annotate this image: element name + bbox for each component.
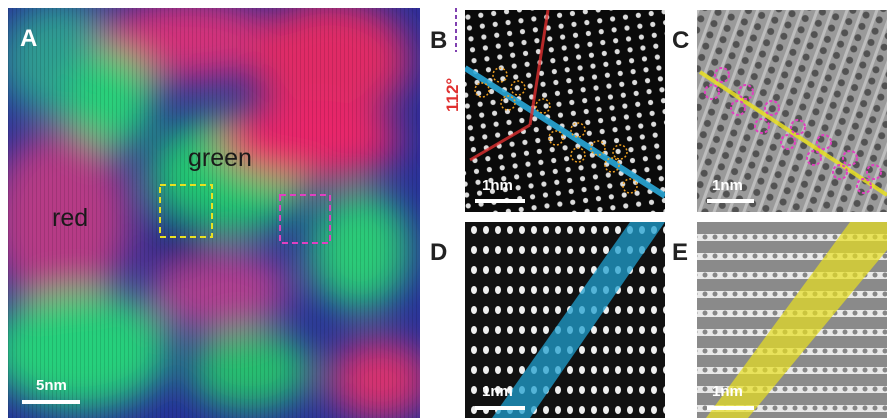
angle-label: 112° <box>443 78 462 112</box>
scale-label: 1nm <box>712 383 743 400</box>
panel-label: D <box>430 239 447 266</box>
figure: A green red 5nm B 112° 1nm C 1nm D 1nm E… <box>0 0 889 420</box>
annotation: red <box>52 204 88 232</box>
scale-label: 1nm <box>712 177 743 194</box>
scale-label: 5nm <box>36 377 67 394</box>
scale-label: 1nm <box>482 177 513 194</box>
panel-label: C <box>672 27 689 54</box>
panel-label: E <box>672 239 688 266</box>
panel-label: B <box>430 27 447 54</box>
scale-label: 1nm <box>482 383 513 400</box>
annotation: green <box>188 144 252 172</box>
panel-label: A <box>20 25 37 52</box>
